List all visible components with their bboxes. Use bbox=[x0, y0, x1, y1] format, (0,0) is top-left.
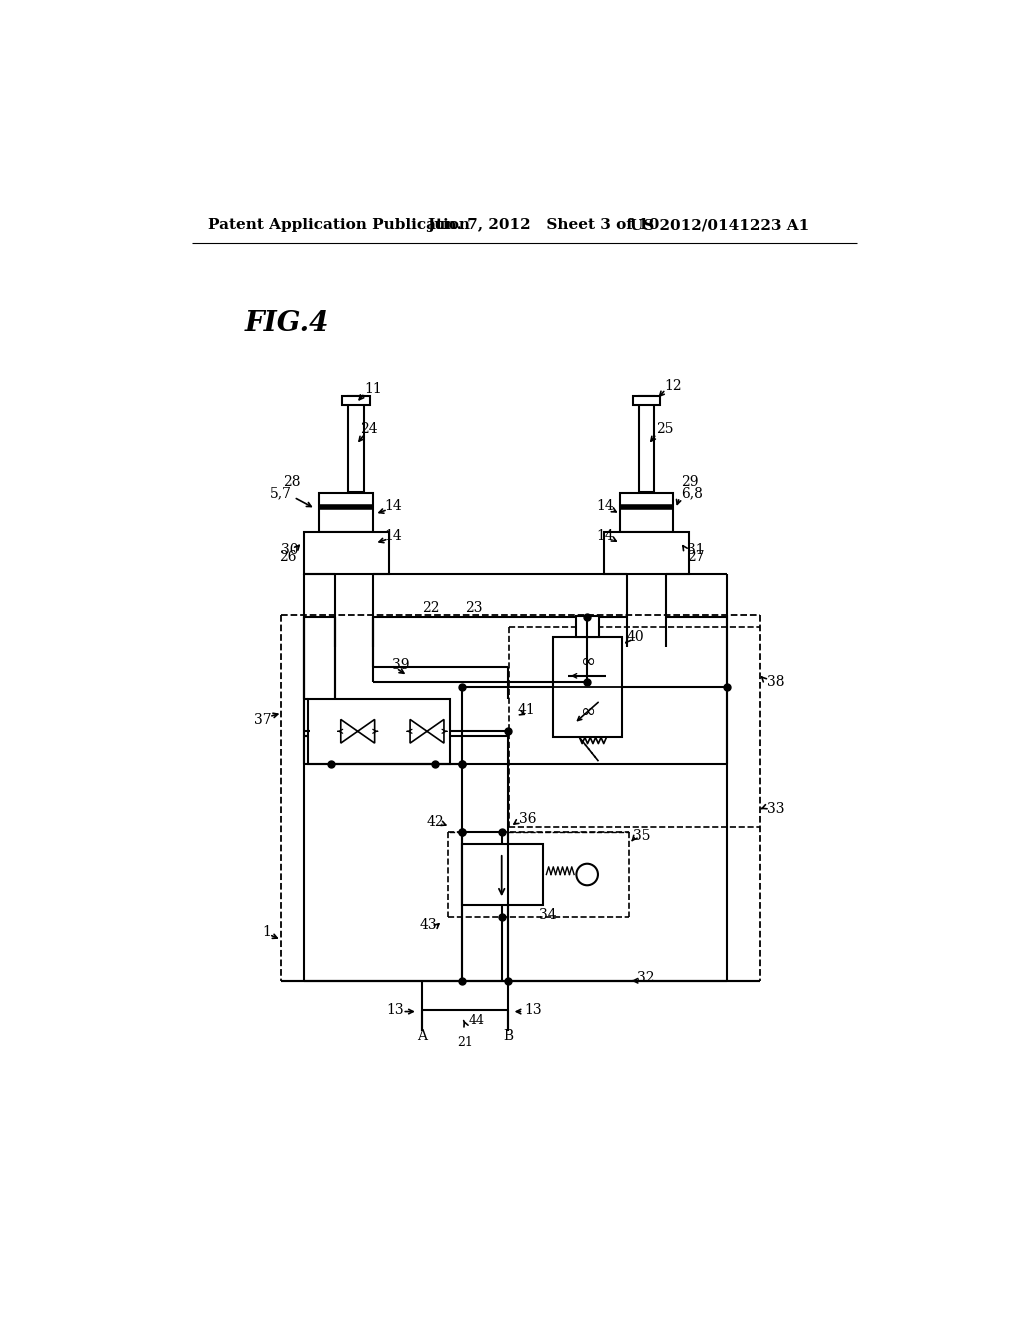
Text: 31: 31 bbox=[687, 543, 705, 557]
Text: 28: 28 bbox=[284, 475, 301, 488]
Polygon shape bbox=[357, 719, 375, 743]
Text: 13: 13 bbox=[386, 1003, 403, 1016]
Bar bbox=[342, 396, 370, 405]
Polygon shape bbox=[410, 719, 427, 743]
Bar bbox=[304, 532, 388, 574]
Bar bbox=[319, 494, 373, 532]
Text: 14: 14 bbox=[596, 529, 614, 543]
Text: 5,7: 5,7 bbox=[270, 486, 292, 500]
Text: 32: 32 bbox=[637, 970, 654, 985]
Text: 42: 42 bbox=[426, 816, 444, 829]
Text: 33: 33 bbox=[767, 803, 784, 816]
Text: 25: 25 bbox=[655, 422, 673, 437]
Text: 24: 24 bbox=[360, 422, 378, 437]
Text: 1: 1 bbox=[262, 925, 271, 940]
Bar bbox=[604, 532, 689, 574]
Text: 14: 14 bbox=[384, 499, 401, 513]
Text: 13: 13 bbox=[524, 1003, 543, 1016]
Text: 38: 38 bbox=[767, 675, 784, 689]
Text: 43: 43 bbox=[420, 917, 437, 932]
Bar bbox=[633, 396, 660, 405]
Bar bbox=[553, 638, 622, 738]
Bar bbox=[639, 396, 654, 492]
Text: 35: 35 bbox=[633, 829, 650, 843]
Bar bbox=[348, 396, 364, 492]
Text: Patent Application Publication: Patent Application Publication bbox=[208, 218, 470, 232]
Text: 30: 30 bbox=[281, 543, 298, 557]
Text: B: B bbox=[503, 1030, 513, 1043]
Text: 21: 21 bbox=[457, 1036, 473, 1049]
Text: 39: 39 bbox=[392, 659, 410, 672]
Text: 44: 44 bbox=[469, 1014, 484, 1027]
Text: A: A bbox=[417, 1030, 427, 1043]
Text: 14: 14 bbox=[596, 499, 614, 513]
Text: ∞: ∞ bbox=[580, 704, 595, 721]
Polygon shape bbox=[427, 719, 444, 743]
Bar bbox=[462, 843, 543, 906]
Text: 23: 23 bbox=[465, 601, 482, 615]
Text: 34: 34 bbox=[539, 908, 556, 921]
Bar bbox=[307, 700, 451, 764]
Text: ∞: ∞ bbox=[580, 653, 595, 671]
Text: 14: 14 bbox=[384, 529, 401, 543]
Text: FIG.4: FIG.4 bbox=[245, 310, 329, 338]
Bar bbox=[620, 494, 674, 532]
Text: 6,8: 6,8 bbox=[681, 486, 703, 500]
Text: 12: 12 bbox=[665, 379, 682, 392]
Text: 36: 36 bbox=[519, 812, 537, 826]
Text: 22: 22 bbox=[422, 601, 439, 615]
Bar bbox=[575, 616, 599, 638]
Text: 41: 41 bbox=[518, 702, 536, 717]
Text: 40: 40 bbox=[627, 631, 644, 644]
Text: Jun. 7, 2012   Sheet 3 of 10: Jun. 7, 2012 Sheet 3 of 10 bbox=[427, 218, 659, 232]
Text: US 2012/0141223 A1: US 2012/0141223 A1 bbox=[630, 218, 809, 232]
Text: 37: 37 bbox=[254, 714, 271, 727]
Text: 27: 27 bbox=[687, 550, 705, 564]
Text: 29: 29 bbox=[681, 475, 698, 488]
Text: 26: 26 bbox=[279, 550, 296, 564]
Polygon shape bbox=[341, 719, 357, 743]
Text: 11: 11 bbox=[364, 383, 382, 396]
